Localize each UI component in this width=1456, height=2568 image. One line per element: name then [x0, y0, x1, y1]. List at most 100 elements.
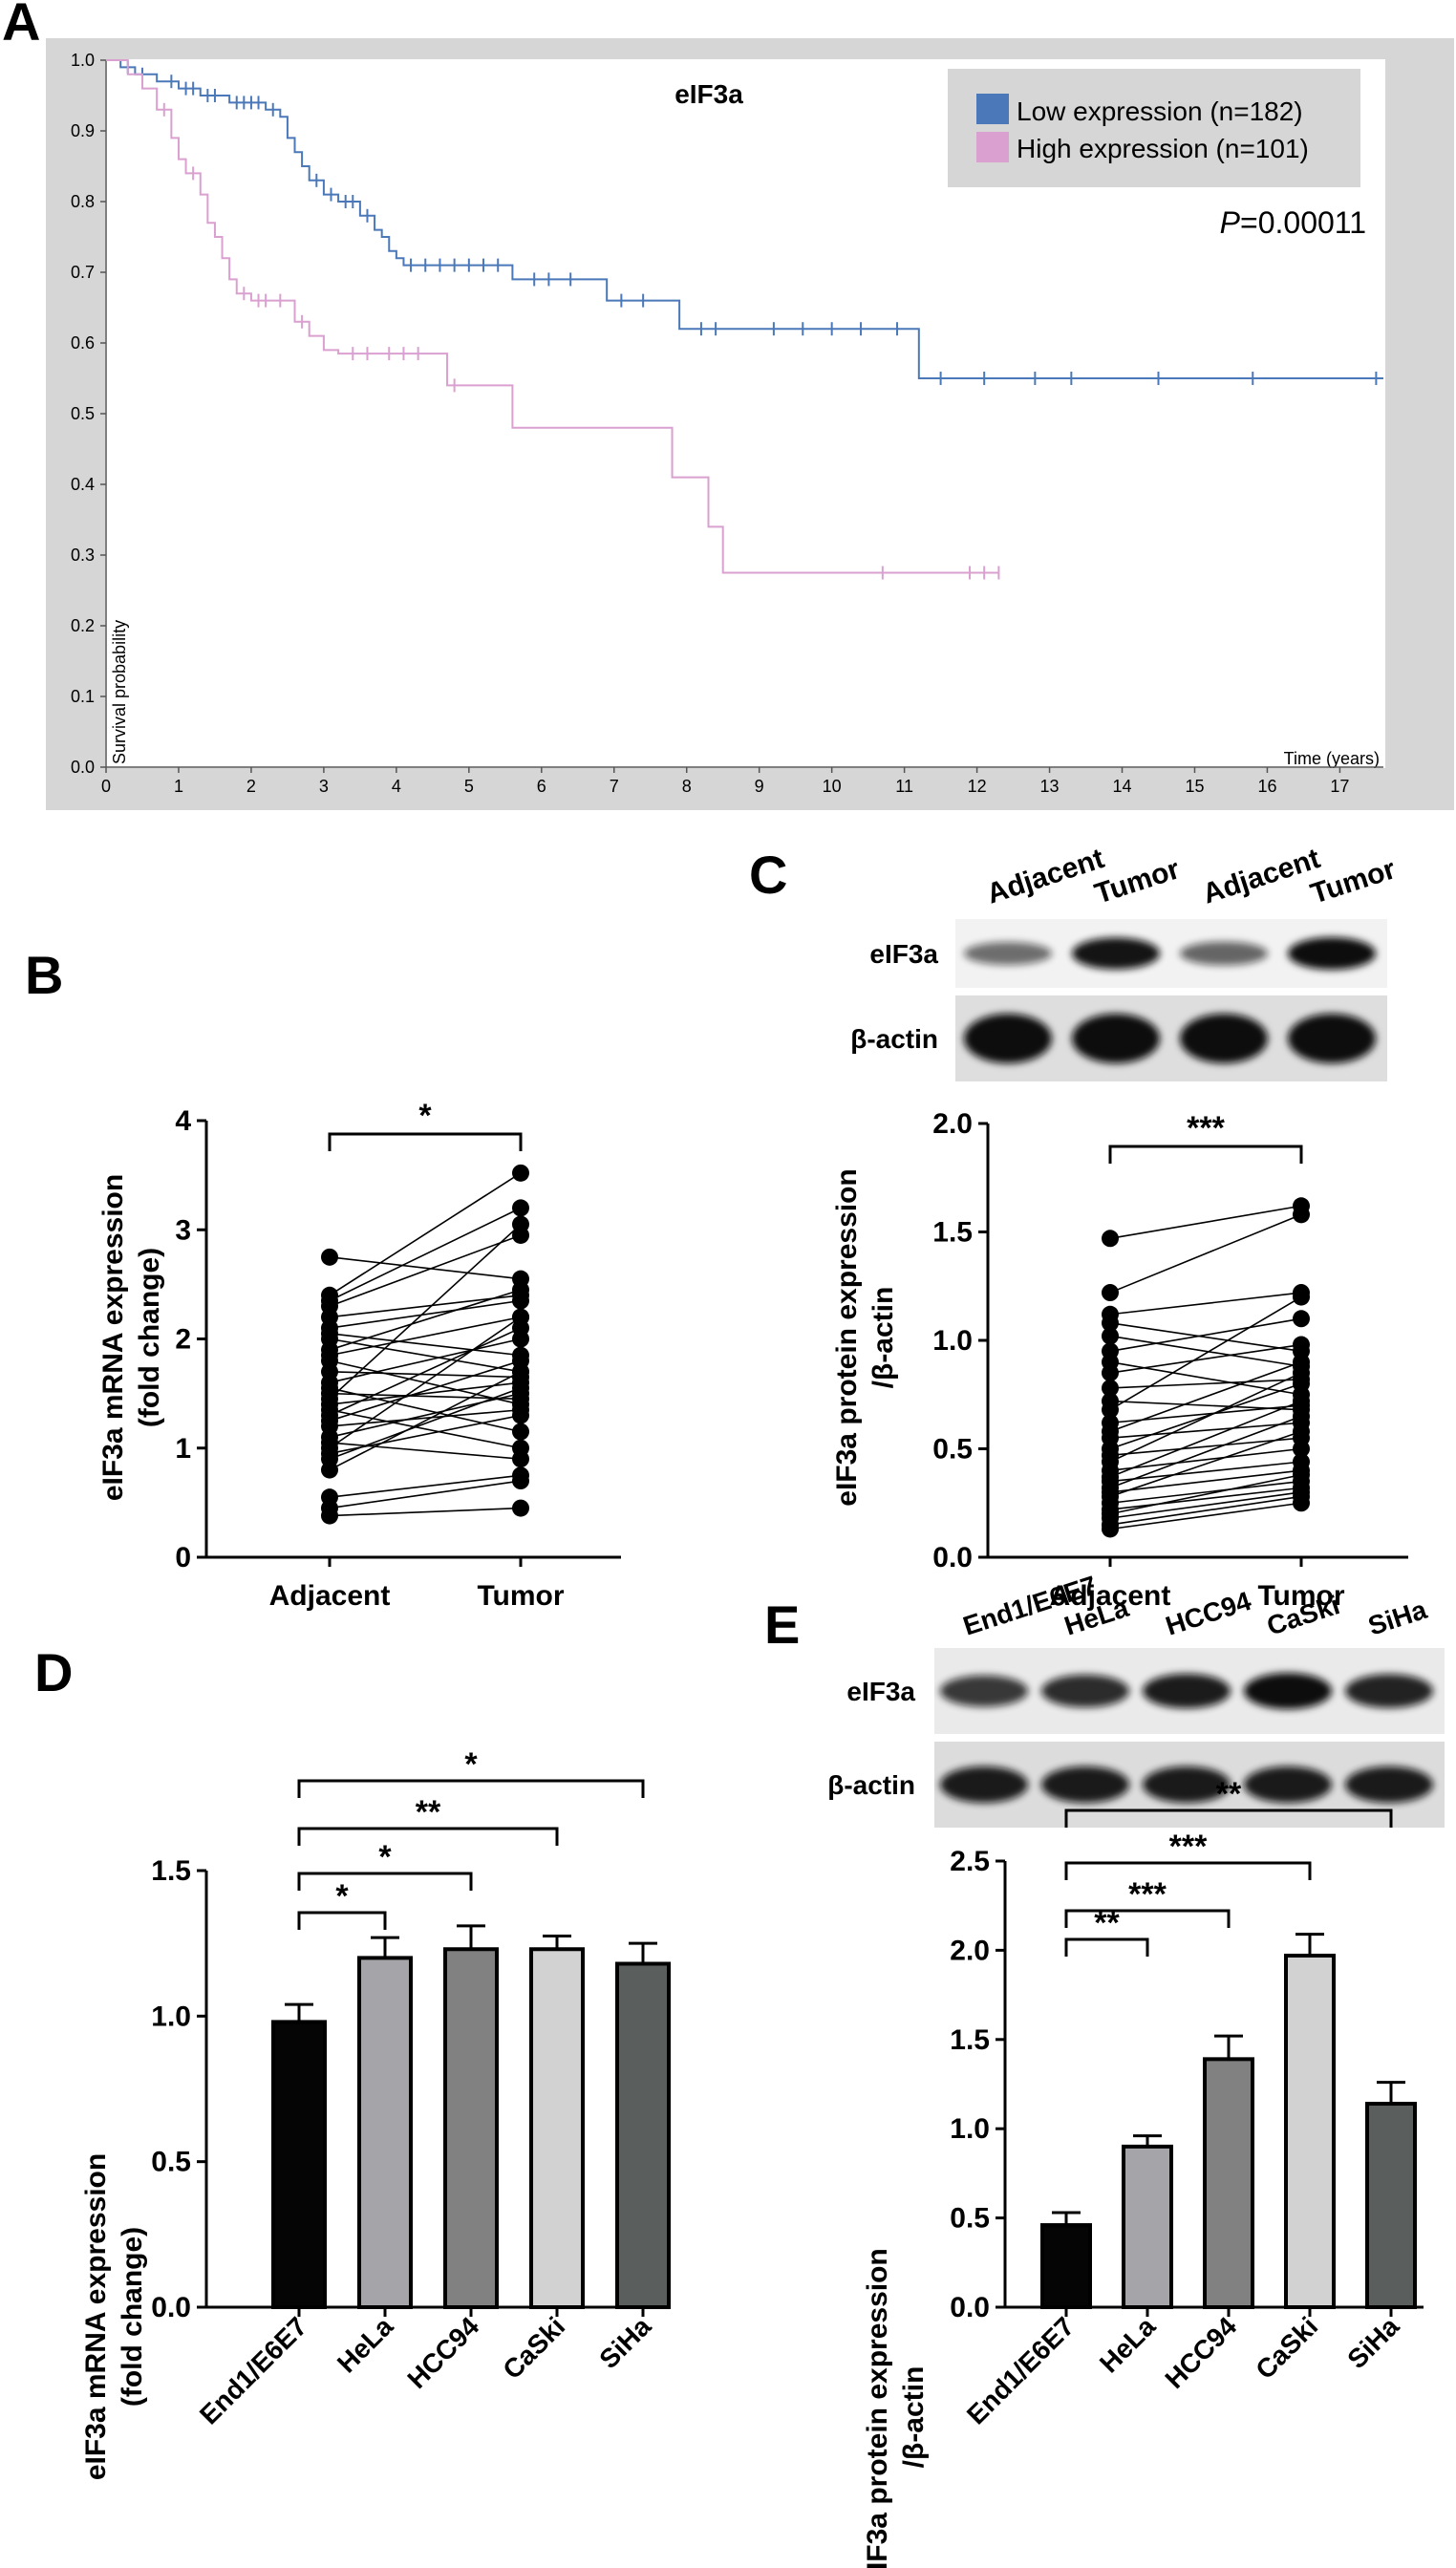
- blot-band: [940, 1675, 1028, 1707]
- panel-label-e: E: [764, 1594, 800, 1655]
- pair-line: [329, 1480, 522, 1509]
- y-tick-label: 0.0: [151, 2292, 191, 2323]
- bar: [1203, 2057, 1254, 2309]
- dot-tumor: [1293, 1466, 1310, 1484]
- significance-bracket: [1064, 1937, 1149, 1957]
- bar: [1284, 1954, 1336, 2310]
- blot-row-label: eIF3a: [846, 1677, 915, 1706]
- pair-line: [1109, 1415, 1302, 1489]
- x-tick-label: 0: [101, 777, 111, 796]
- dot-tumor: [512, 1450, 529, 1468]
- pair-line: [1109, 1213, 1302, 1294]
- y-tick-label: 0.7: [71, 263, 95, 282]
- y-tick-label: 1.5: [932, 1217, 973, 1249]
- pair-line: [329, 1387, 522, 1460]
- blot-band: [1180, 1014, 1268, 1063]
- y-tick-label: 0.3: [71, 546, 95, 565]
- y-tick-label: 0.1: [71, 687, 95, 706]
- pair-line: [329, 1299, 522, 1329]
- dot-adjacent: [1102, 1364, 1119, 1382]
- y-tick-label: 1: [175, 1433, 191, 1465]
- y-tick-label: 0.4: [71, 475, 95, 494]
- y-axis-label: Survival probability: [110, 620, 129, 764]
- pair-line: [1109, 1317, 1302, 1353]
- pair-line: [1109, 1469, 1302, 1493]
- pair-line: [329, 1256, 522, 1280]
- blot-band: [964, 1014, 1052, 1063]
- blot-band: [1143, 1673, 1231, 1709]
- panel-label-c: C: [749, 845, 787, 905]
- x-axis-label: Time (years): [1284, 749, 1380, 768]
- pair-line: [1109, 1487, 1302, 1510]
- pair-line: [1109, 1447, 1302, 1471]
- pair-line: [1109, 1379, 1302, 1389]
- x-tick-label: 7: [610, 777, 619, 796]
- y-tick-label: 0.0: [71, 758, 95, 777]
- pair-line: [329, 1332, 522, 1357]
- pair-line: [329, 1172, 522, 1296]
- blot-band: [1288, 937, 1376, 970]
- dot-tumor: [512, 1406, 529, 1424]
- panel-label-a: A: [2, 0, 40, 52]
- pair-line: [1109, 1322, 1302, 1353]
- dot-tumor: [1293, 1392, 1310, 1410]
- y-axis-label-line2: /β-actin: [898, 2366, 930, 2469]
- y-tick-label: 0.5: [71, 404, 95, 423]
- pair-line: [329, 1370, 522, 1379]
- dot-adjacent: [1102, 1327, 1119, 1345]
- x-tick-label: CaSki: [497, 2311, 570, 2385]
- y-tick-label: 4: [175, 1105, 191, 1137]
- y-tick-label: 1.0: [151, 2001, 191, 2032]
- x-tick-label: HeLa: [1094, 2311, 1162, 2379]
- pair-line: [1109, 1400, 1302, 1478]
- y-tick-label: 1.5: [151, 1855, 191, 1887]
- pair-line: [329, 1234, 522, 1307]
- y-tick-label: 0.5: [932, 1434, 973, 1466]
- y-tick-label: 2.5: [950, 1846, 990, 1877]
- x-tick-label: Tumor: [1257, 1580, 1344, 1612]
- dot-tumor: [512, 1423, 529, 1441]
- pair-line: [1109, 1430, 1302, 1498]
- blot-band: [1180, 941, 1268, 966]
- bar: [529, 1947, 585, 2309]
- y-axis-label-line1: eIF3a protein expression: [862, 2248, 893, 2568]
- y-tick-label: 3: [175, 1214, 191, 1246]
- lane-label: Tumor: [1307, 853, 1400, 910]
- pair-line: [329, 1474, 522, 1498]
- lane-label: HCC94: [1162, 1586, 1254, 1641]
- blot-band: [964, 941, 1052, 966]
- blot-band: [1244, 1766, 1332, 1804]
- blot-band: [940, 1766, 1028, 1804]
- dot-adjacent: [1102, 1230, 1119, 1248]
- blot-band: [1041, 1766, 1129, 1804]
- pair-line: [1109, 1437, 1302, 1457]
- x-tick-label: SiHa: [593, 2311, 656, 2374]
- x-tick-label: 13: [1040, 777, 1060, 796]
- pair-line: [1109, 1360, 1302, 1396]
- significance-label: **: [416, 1794, 441, 1830]
- dot-adjacent: [1102, 1520, 1119, 1538]
- significance-label: **: [1216, 1776, 1242, 1812]
- bar: [271, 2020, 327, 2310]
- significance-bracket: [297, 1827, 559, 1846]
- dot-adjacent: [1102, 1379, 1119, 1397]
- y-axis-label-line2: /β-actin: [867, 1287, 899, 1389]
- y-axis-label-line1: eIF3a mRNA expression: [97, 1174, 129, 1501]
- x-tick-label: 3: [319, 777, 329, 796]
- pair-line: [329, 1316, 522, 1357]
- dot-tumor: [1293, 1310, 1310, 1328]
- x-tick-label: 12: [968, 777, 987, 796]
- blot-band: [1288, 1014, 1376, 1063]
- pair-line: [1109, 1461, 1302, 1483]
- pair-line: [1109, 1495, 1302, 1526]
- dot-tumor: [1293, 1440, 1310, 1458]
- dot-tumor: [1293, 1423, 1310, 1441]
- legend-label-low: Low expression (n=182): [1017, 96, 1303, 126]
- dot-adjacent: [1102, 1401, 1119, 1419]
- pair-line: [1109, 1343, 1302, 1374]
- pair-line: [1109, 1360, 1302, 1433]
- dot-adjacent: [321, 1507, 338, 1525]
- bar: [1365, 2102, 1417, 2310]
